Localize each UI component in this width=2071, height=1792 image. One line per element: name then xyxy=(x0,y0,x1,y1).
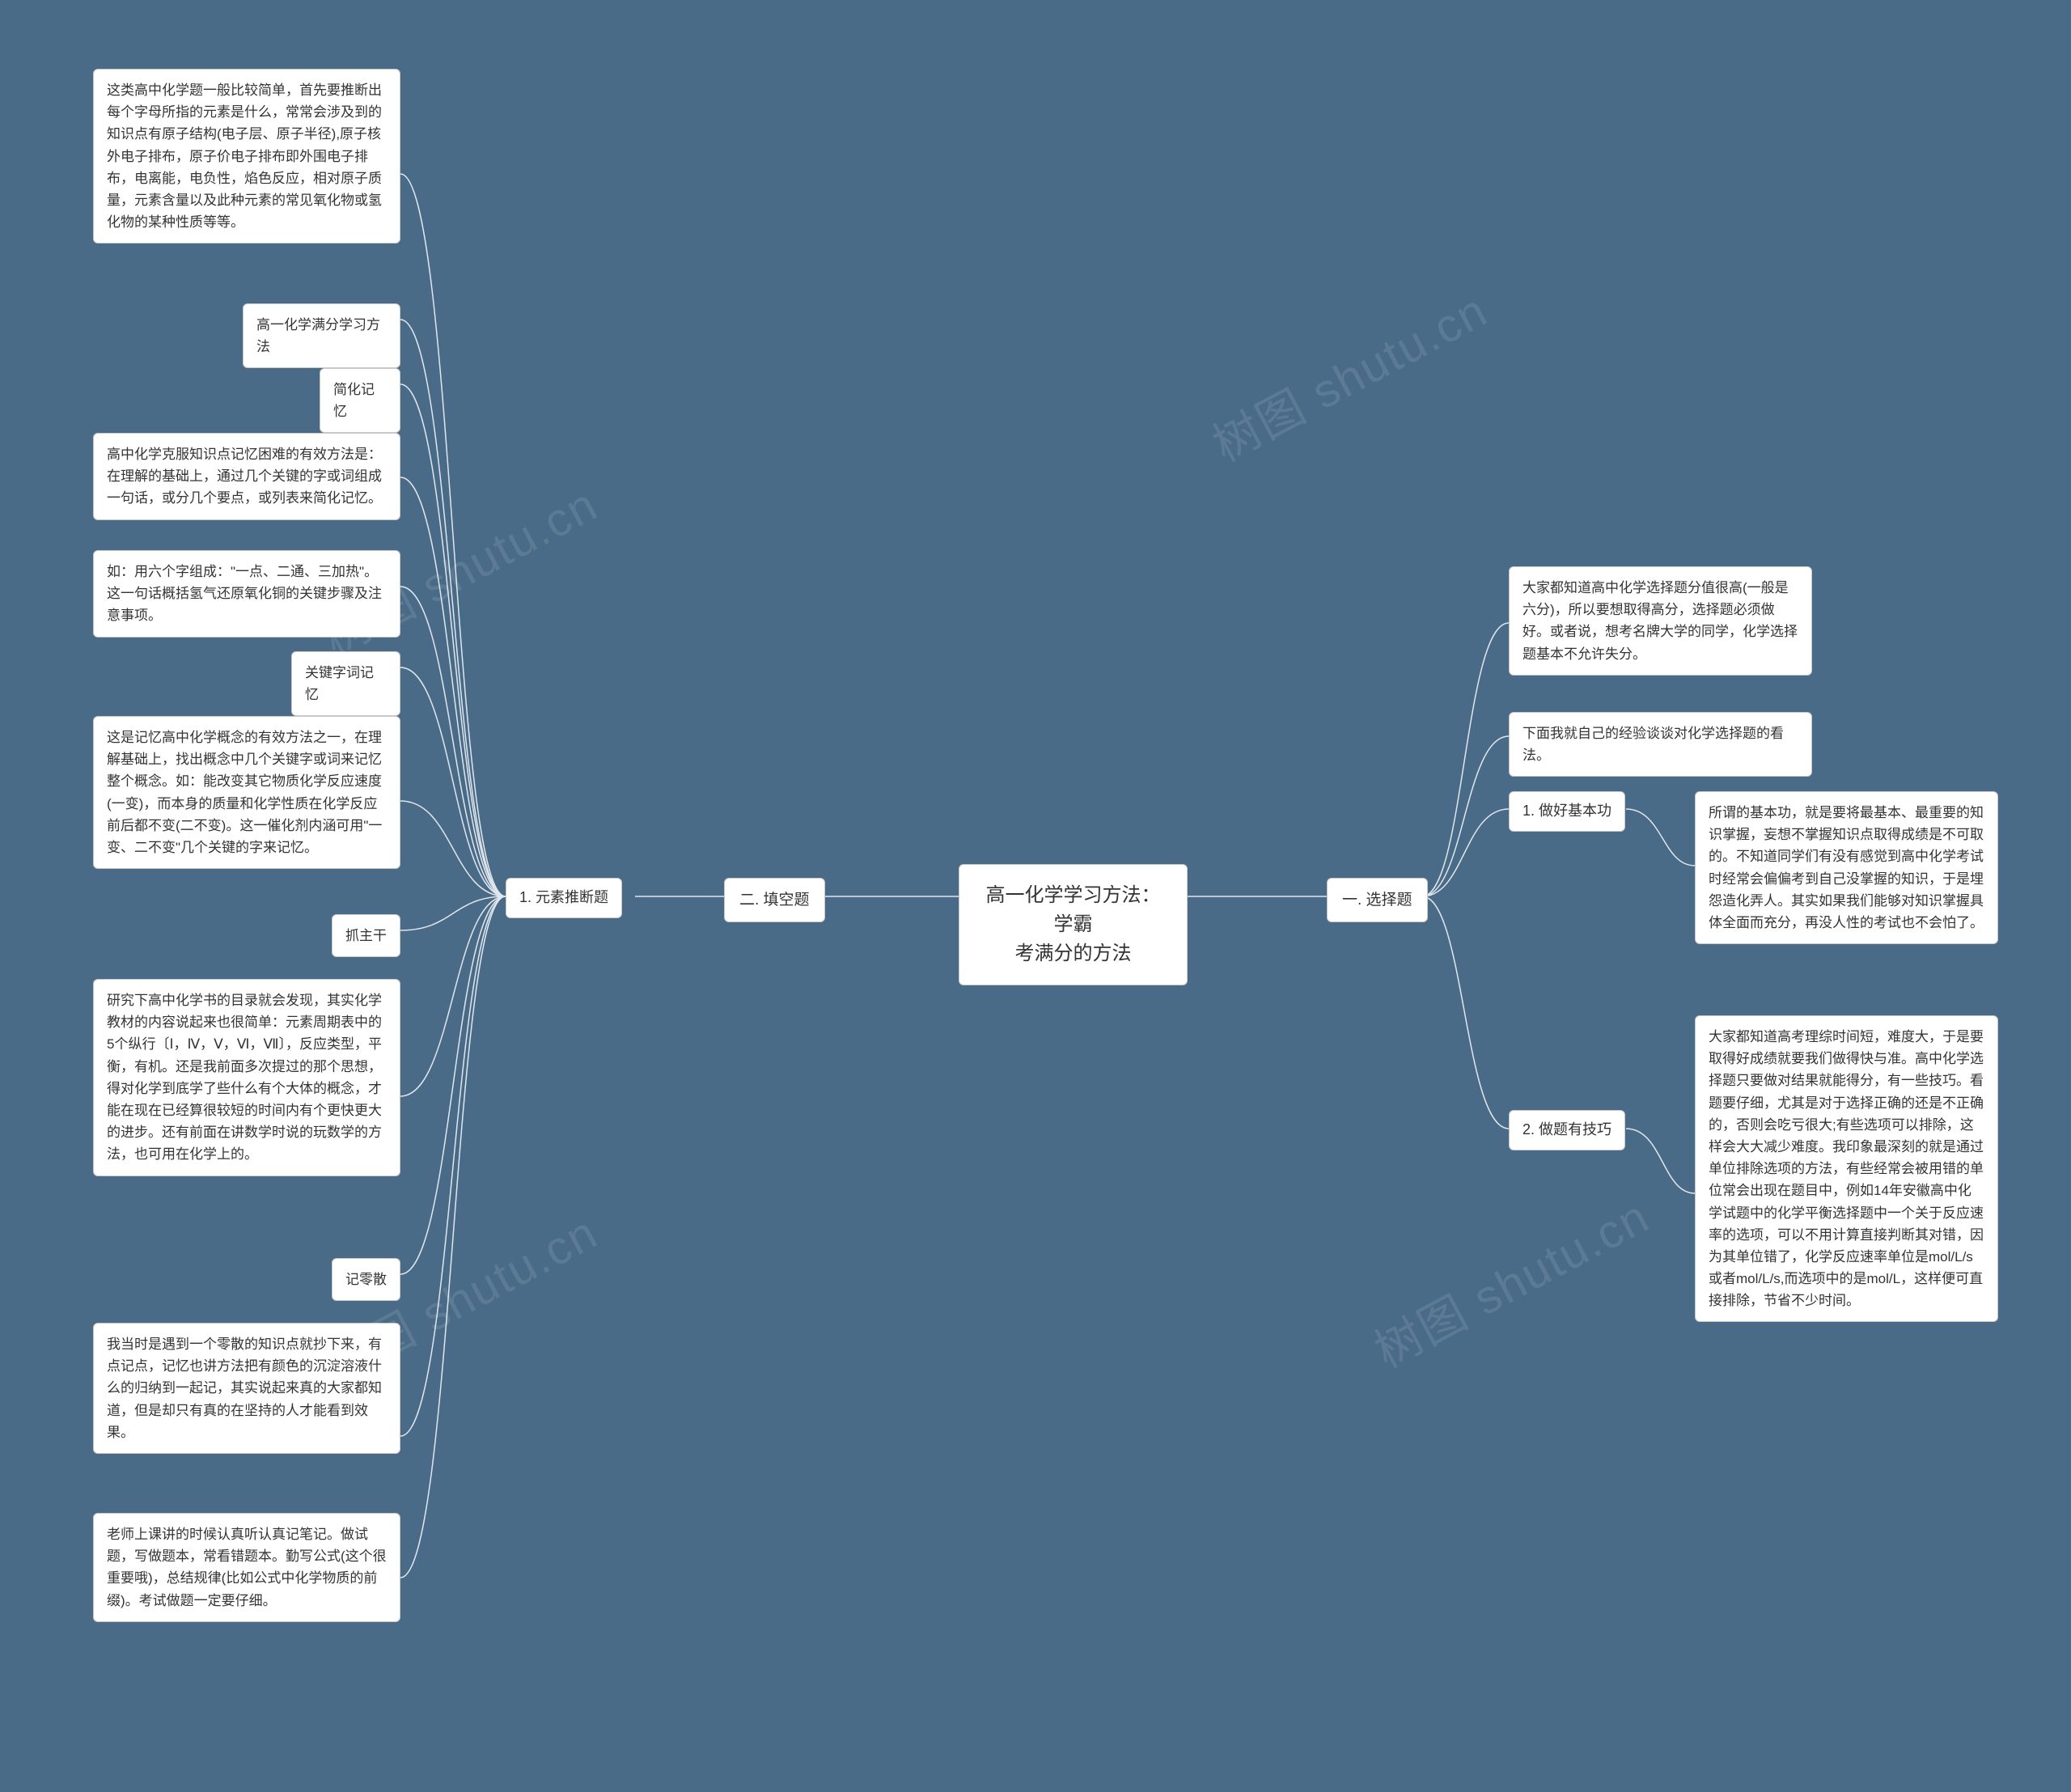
leaf-text: 老师上课讲的时候认真听认真记笔记。做试题，写做题本，常看错题本。勤写公式(这个很… xyxy=(107,1527,387,1608)
sub-right-2[interactable]: 2. 做题有技巧 xyxy=(1509,1110,1625,1150)
root-title-line1: 高一化学学习方法：学霸 xyxy=(986,884,1161,935)
watermark: 树图 shutu.cn xyxy=(1199,273,1497,474)
leaf-text: 我当时是遇到一个零散的知识点就抄下来，有点记点，记忆也讲方法把有颜色的沉淀溶液什… xyxy=(107,1337,382,1440)
leaf-text: 大家都知道高中化学选择题分值很高(一般是六分)，所以要想取得高分，选择题必须做好… xyxy=(1523,580,1798,662)
leaf-text: 下面我就自己的经验谈谈对化学选择题的看法。 xyxy=(1523,726,1784,763)
branch-left-label: 二. 填空题 xyxy=(739,892,810,909)
branch-left[interactable]: 二. 填空题 xyxy=(724,878,825,922)
leaf-left-10[interactable]: 我当时是遇到一个零散的知识点就抄下来，有点记点，记忆也讲方法把有颜色的沉淀溶液什… xyxy=(93,1323,400,1454)
leaf-text: 高中化学克服知识点记忆困难的有效方法是：在理解的基础上，通过几个关键的字或词组成… xyxy=(107,447,382,506)
leaf-text: 所谓的基本功，就是要将最基本、最重要的知识掌握，妄想不掌握知识点取得成绩是不可取… xyxy=(1709,805,1984,930)
sub-left[interactable]: 1. 元素推断题 xyxy=(506,878,622,918)
leaf-text: 简化记忆 xyxy=(333,382,375,419)
sub-label: 2. 做题有技巧 xyxy=(1523,1121,1611,1137)
sub-label: 1. 做好基本功 xyxy=(1523,803,1611,819)
leaf-text: 高一化学满分学习方法 xyxy=(256,317,380,354)
leaf-text: 这是记忆高中化学概念的有效方法之一，在理解基础上，找出概念中几个关键字或词来记忆… xyxy=(107,730,382,855)
leaf-text: 如：用六个字组成："一点、二通、三加热"。这一句话概括氢气还原氧化铜的关键步骤及… xyxy=(107,564,382,623)
leaf-text: 研究下高中化学书的目录就会发现，其实化学教材的内容说起来也很简单：元素周期表中的… xyxy=(107,993,382,1162)
leaf-text: 大家都知道高考理综时间短，难度大，于是要取得好成绩就要我们做得快与准。高中化学选… xyxy=(1709,1029,1984,1308)
leaf-right-intro1[interactable]: 大家都知道高中化学选择题分值很高(一般是六分)，所以要想取得高分，选择题必须做好… xyxy=(1509,566,1812,676)
leaf-left-7[interactable]: 抓主干 xyxy=(332,914,400,957)
leaf-right-1[interactable]: 所谓的基本功，就是要将最基本、最重要的知识掌握，妄想不掌握知识点取得成绩是不可取… xyxy=(1695,791,1998,944)
leaf-left-3[interactable]: 高中化学克服知识点记忆困难的有效方法是：在理解的基础上，通过几个关键的字或词组成… xyxy=(93,433,400,520)
leaf-text: 抓主干 xyxy=(345,928,387,943)
sub-right-1[interactable]: 1. 做好基本功 xyxy=(1509,791,1625,832)
leaf-text: 这类高中化学题一般比较简单，首先要推断出每个字母所指的元素是什么，常常会涉及到的… xyxy=(107,83,382,230)
branch-right[interactable]: 一. 选择题 xyxy=(1327,878,1428,922)
leaf-text: 记零散 xyxy=(345,1272,387,1287)
leaf-left-1[interactable]: 高一化学满分学习方法 xyxy=(243,303,400,368)
leaf-left-8[interactable]: 研究下高中化学书的目录就会发现，其实化学教材的内容说起来也很简单：元素周期表中的… xyxy=(93,979,400,1176)
leaf-text: 关键字词记忆 xyxy=(305,665,374,702)
leaf-right-2[interactable]: 大家都知道高考理综时间短，难度大，于是要取得好成绩就要我们做得快与准。高中化学选… xyxy=(1695,1015,1998,1322)
watermark: 树图 shutu.cn xyxy=(1361,1179,1659,1380)
leaf-left-5[interactable]: 关键字词记忆 xyxy=(291,651,400,716)
leaf-left-2[interactable]: 简化记忆 xyxy=(320,368,400,433)
leaf-left-11[interactable]: 老师上课讲的时候认真听认真记笔记。做试题，写做题本，常看错题本。勤写公式(这个很… xyxy=(93,1513,400,1622)
root-title-line2: 考满分的方法 xyxy=(1015,943,1132,964)
sub-label: 1. 元素推断题 xyxy=(519,889,608,905)
leaf-left-4[interactable]: 如：用六个字组成："一点、二通、三加热"。这一句话概括氢气还原氧化铜的关键步骤及… xyxy=(93,550,400,638)
branch-right-label: 一. 选择题 xyxy=(1342,892,1412,909)
leaf-right-intro2[interactable]: 下面我就自己的经验谈谈对化学选择题的看法。 xyxy=(1509,712,1812,777)
leaf-left-9[interactable]: 记零散 xyxy=(332,1258,400,1301)
root-node[interactable]: 高一化学学习方法：学霸 考满分的方法 xyxy=(959,864,1188,985)
leaf-left-0[interactable]: 这类高中化学题一般比较简单，首先要推断出每个字母所指的元素是什么，常常会涉及到的… xyxy=(93,69,400,244)
leaf-left-6[interactable]: 这是记忆高中化学概念的有效方法之一，在理解基础上，找出概念中几个关键字或词来记忆… xyxy=(93,716,400,869)
